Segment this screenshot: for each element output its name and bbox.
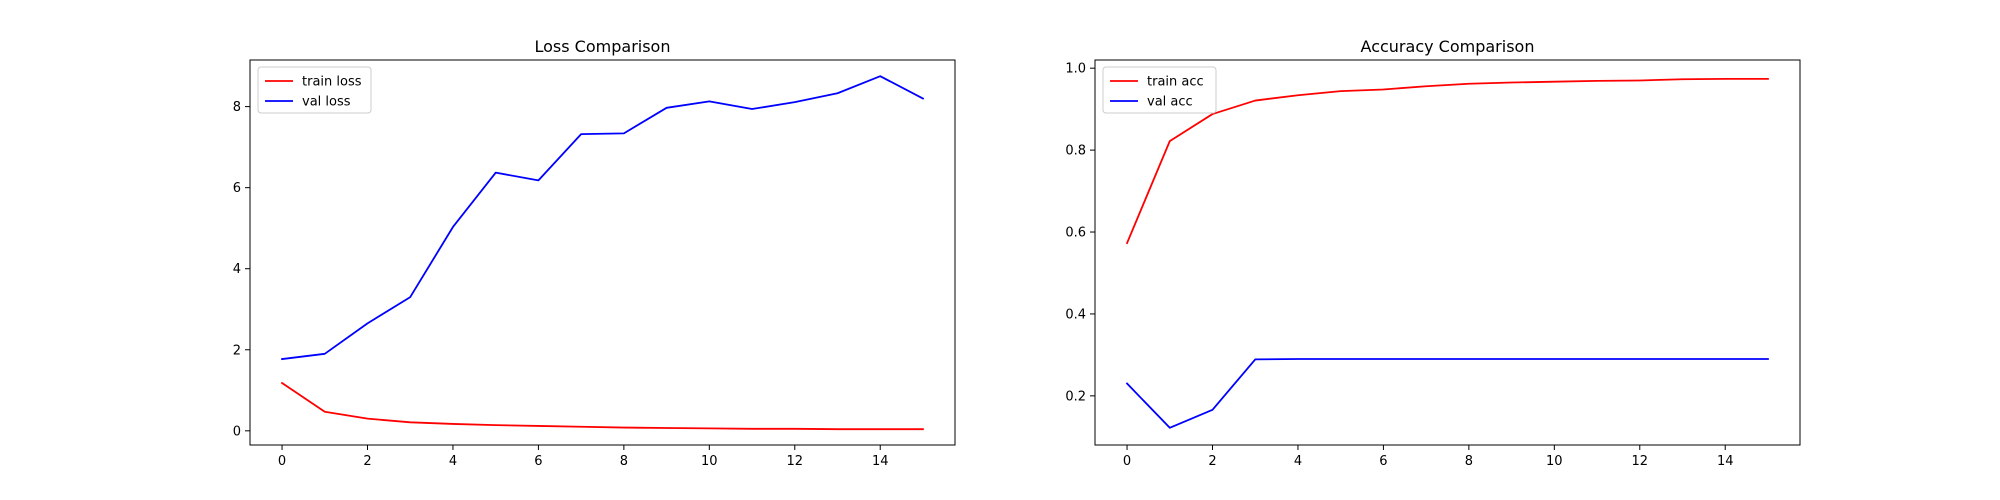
y-tick-label: 0.6	[1065, 226, 1086, 241]
series-line-train-loss	[280, 381, 924, 431]
x-tick-label: 10	[701, 454, 718, 469]
plot-frame	[1094, 59, 1801, 446]
x-tick-label: 6	[1379, 454, 1387, 469]
series-line-train-acc	[1125, 77, 1769, 245]
y-tick-label: 2	[233, 343, 241, 358]
x-tick-label: 6	[534, 454, 542, 469]
x-tick-label: 8	[1465, 454, 1473, 469]
plot-frame	[249, 59, 956, 446]
legend: train loss val loss	[257, 66, 372, 114]
x-tick-label: 14	[1717, 454, 1734, 469]
x-tick-label: 10	[1546, 454, 1563, 469]
x-tick-label: 0	[1123, 454, 1131, 469]
legend-label: val loss	[302, 95, 351, 110]
legend-label: val acc	[1147, 95, 1193, 110]
chart-title: Accuracy Comparison	[1361, 37, 1535, 56]
y-tick-label: 0	[233, 424, 241, 439]
x-tick-label: 0	[278, 454, 286, 469]
y-tick-label: 4	[233, 262, 241, 277]
x-tick-label: 14	[872, 454, 889, 469]
x-tick-label: 12	[1631, 454, 1648, 469]
series-line-val-acc	[1125, 358, 1769, 429]
x-tick-label: 4	[449, 454, 457, 469]
x-tick-label: 2	[363, 454, 371, 469]
y-tick-label: 0.8	[1065, 144, 1086, 159]
y-tick-label: 6	[233, 181, 241, 196]
x-tick-label: 8	[620, 454, 628, 469]
y-tick-label: 0.2	[1065, 389, 1086, 404]
x-tick-label: 4	[1294, 454, 1302, 469]
y-tick-label: 1.0	[1065, 62, 1086, 77]
x-tick-label: 2	[1208, 454, 1216, 469]
legend-label: train loss	[302, 75, 362, 90]
x-tick-label: 12	[786, 454, 803, 469]
chart-panel-1: Loss Comparison 0 2 4 6 8 10 12 14 0 2 4 6 8 train los…	[233, 37, 956, 469]
series-line-val-loss	[281, 75, 925, 361]
y-tick-label: 8	[233, 100, 241, 115]
chart-title: Loss Comparison	[535, 37, 671, 56]
legend: train acc val acc	[1102, 66, 1217, 114]
y-tick-label: 0.4	[1065, 307, 1086, 322]
chart-panel-2: Accuracy Comparison 0 2 4 6 8 10 12 14 0.2 0.4 0.6 0…	[1065, 37, 1801, 469]
legend-label: train acc	[1147, 75, 1204, 90]
